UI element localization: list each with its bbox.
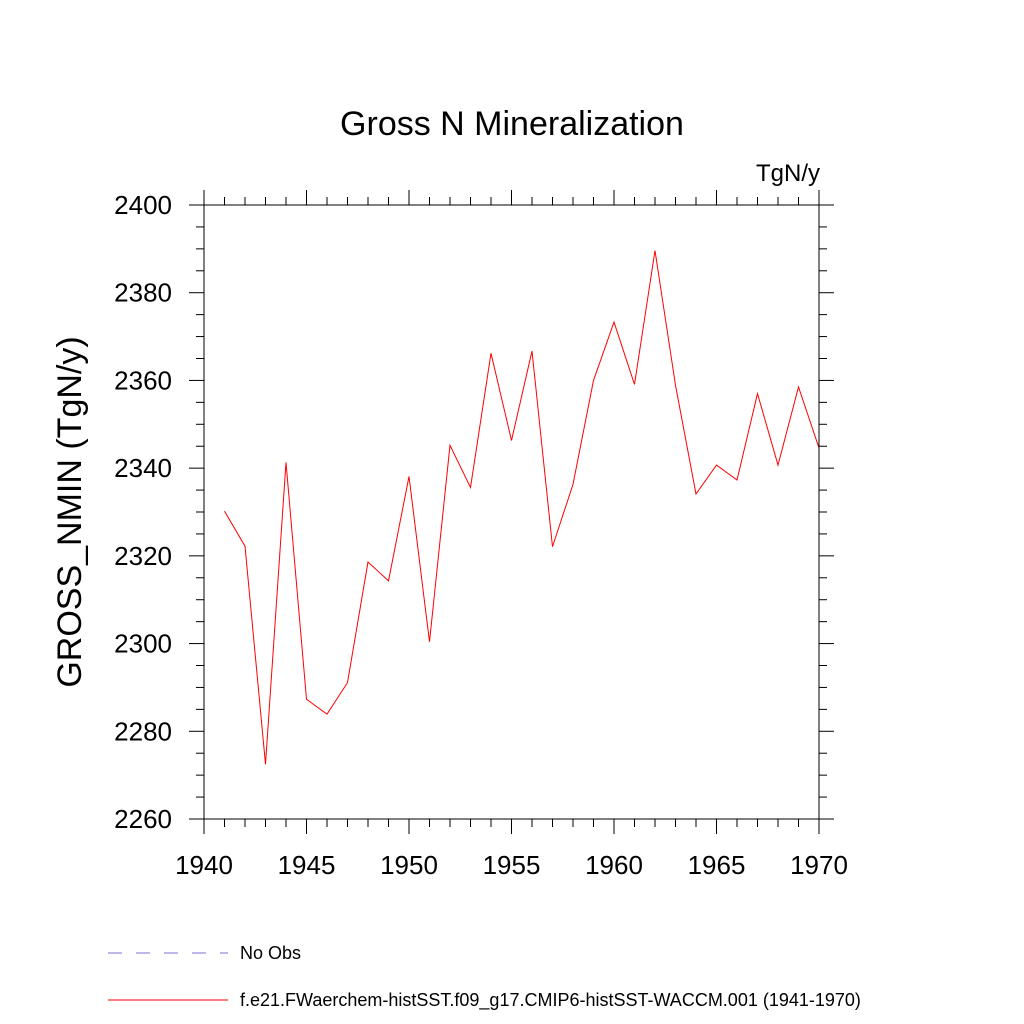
series-line-1	[224, 250, 820, 765]
y-tick-label: 2300	[114, 629, 172, 659]
x-tick-label: 1960	[585, 850, 643, 880]
x-tick-label: 1945	[278, 850, 336, 880]
y-tick-label: 2280	[114, 716, 172, 746]
y-tick-label: 2400	[114, 190, 172, 220]
units-label: TgN/y	[756, 160, 820, 187]
legend: No Obs f.e21.FWaerchem-histSST.f09_g17.C…	[108, 943, 861, 1011]
x-tick-label: 1970	[790, 850, 848, 880]
legend-label-model-run: f.e21.FWaerchem-histSST.f09_g17.CMIP6-hi…	[240, 990, 861, 1011]
x-tick-label: 1955	[483, 850, 541, 880]
y-tick-label: 2360	[114, 365, 172, 395]
y-axis-label: GROSS_NMIN (TgN/y)	[51, 336, 89, 687]
y-tick-label: 2320	[114, 541, 172, 571]
y-tick-label: 2260	[114, 804, 172, 834]
axis-tick-labels: 1940 1945 1950 1955 1960 1965 1970 2260 2280 2300…	[114, 190, 848, 880]
y-tick-label: 2380	[114, 278, 172, 308]
axis-ticks	[189, 190, 834, 834]
x-tick-label: 1965	[688, 850, 746, 880]
plot-frame	[203, 204, 820, 820]
x-tick-label: 1950	[380, 850, 438, 880]
legend-label-no-obs: No Obs	[240, 943, 301, 963]
y-tick-label: 2340	[114, 453, 172, 483]
x-tick-label: 1940	[175, 850, 233, 880]
series-layer	[224, 250, 820, 765]
chart-title: Gross N Mineralization	[340, 105, 684, 143]
